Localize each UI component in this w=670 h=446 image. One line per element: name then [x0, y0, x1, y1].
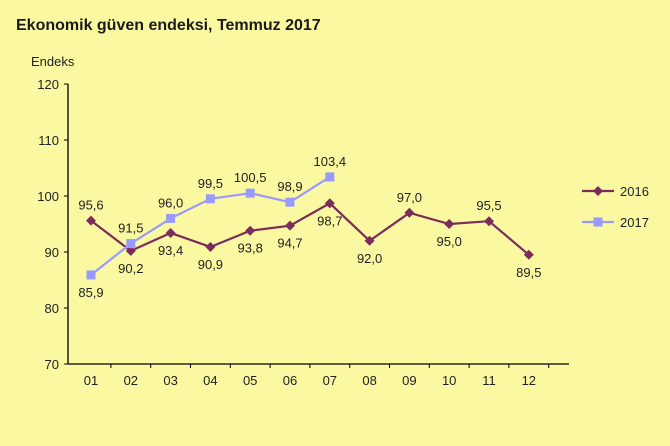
- x-tick-label: 02: [124, 373, 138, 388]
- data-label-2017: 96,0: [158, 195, 183, 210]
- y-tick-label: 120: [37, 77, 59, 92]
- x-tick-label: 01: [84, 373, 98, 388]
- y-tick-label: 110: [38, 133, 59, 148]
- x-tick-label: 03: [163, 373, 177, 388]
- data-point-2016: [125, 245, 136, 256]
- x-tick-label: 06: [283, 373, 297, 388]
- data-label-2016: 95,5: [476, 198, 501, 213]
- x-tick-label: 09: [402, 373, 416, 388]
- x-tick-label: 07: [323, 373, 337, 388]
- data-point-2016: [245, 225, 256, 236]
- x-tick-label: 11: [482, 373, 496, 388]
- data-point-2016: [86, 215, 96, 226]
- legend-marker-2017: [593, 217, 603, 227]
- data-label-2016: 93,4: [158, 243, 183, 258]
- data-point-2016: [484, 216, 494, 227]
- data-label-2016: 95,0: [437, 234, 462, 249]
- data-label-2017: 85,9: [78, 285, 103, 300]
- data-point-2017: [285, 197, 295, 207]
- data-label-2017: 99,5: [198, 176, 223, 191]
- data-point-2016: [364, 235, 375, 246]
- data-point-2016: [444, 219, 455, 229]
- x-tick-label: 10: [442, 373, 456, 388]
- data-label-2016: 98,7: [317, 213, 342, 228]
- data-label-2017: 100,5: [234, 170, 267, 185]
- series-line-2016: [90, 201, 530, 256]
- data-label-2016: 89,5: [516, 265, 541, 280]
- data-point-2016: [205, 241, 216, 252]
- data-point-2016: [285, 220, 295, 231]
- y-axis-label: Endeks: [31, 54, 75, 69]
- data-point-2017: [205, 194, 215, 204]
- y-tick-label: 100: [37, 189, 59, 204]
- y-tick-label: 90: [45, 245, 59, 260]
- x-tick-label: 12: [522, 373, 536, 388]
- data-point-2017: [86, 270, 96, 280]
- data-label-2016: 92,0: [357, 251, 382, 266]
- x-tick-label: 08: [362, 373, 376, 388]
- legend-label-2016: 2016: [620, 184, 649, 199]
- y-tick-label: 70: [45, 357, 59, 372]
- data-label-2017: 98,9: [277, 179, 302, 194]
- y-tick-label: 80: [45, 301, 59, 316]
- data-point-2016: [523, 249, 534, 260]
- data-label-2017: 91,5: [118, 221, 143, 236]
- data-label-2016: 90,2: [118, 261, 143, 276]
- data-point-2017: [245, 188, 255, 198]
- data-point-2016: [324, 198, 335, 209]
- data-point-2016: [165, 227, 176, 238]
- legend-label-2017: 2017: [620, 215, 649, 230]
- data-label-2016: 97,0: [397, 190, 422, 205]
- x-tick-label: 04: [203, 373, 217, 388]
- data-label-2017: 103,4: [314, 154, 347, 169]
- data-point-2017: [325, 172, 335, 182]
- data-label-2016: 95,6: [78, 198, 103, 213]
- data-label-2016: 94,7: [277, 236, 302, 251]
- x-tick-label: 05: [243, 373, 257, 388]
- legend-marker-2016: [593, 186, 603, 196]
- chart-title: Ekonomik güven endeksi, Temmuz 2017: [16, 17, 321, 34]
- data-label-2016: 93,8: [238, 241, 263, 256]
- data-point-2017: [126, 239, 136, 249]
- data-point-2016: [404, 207, 415, 218]
- data-point-2017: [166, 213, 176, 223]
- data-label-2016: 90,9: [198, 257, 223, 272]
